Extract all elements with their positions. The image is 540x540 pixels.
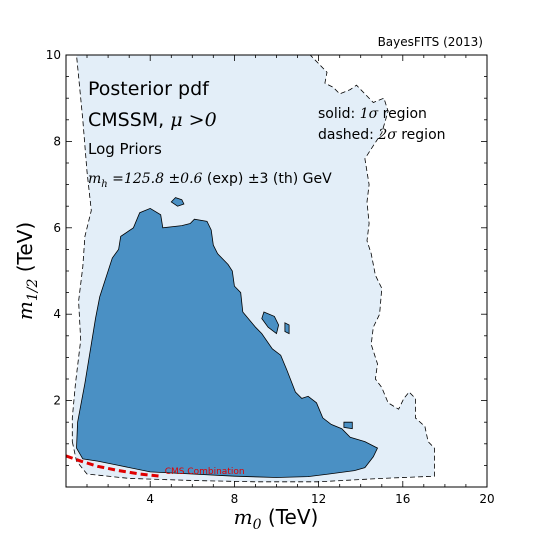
cms-combination-line [66, 454, 161, 478]
legend-solid: solid: 1σ region [318, 106, 427, 122]
cms-combination-label: CMS Combination [165, 467, 245, 477]
title-annotation: Posterior pdf [88, 78, 210, 100]
legend-dashed-prefix: dashed: [318, 127, 378, 143]
higgs-mass-annotation: mh =125.8 ±0.6 (exp) ±3 (th) GeV [88, 171, 332, 190]
legend-solid-suffix: region [378, 106, 427, 122]
x-tick-label: 16 [395, 492, 410, 506]
probability-regions: CMS Combination [66, 55, 435, 483]
region-1sigma-island [261, 311, 280, 335]
credit-label: BayesFITS (2013) [378, 35, 483, 49]
x-axis-label: m0 (TeV) [234, 505, 319, 533]
y-tick-label: 6 [53, 221, 61, 235]
region-1sigma-island [284, 322, 290, 335]
higgs-value: =125.8 ±0.6 [108, 171, 203, 187]
y-tick-label: 10 [46, 48, 61, 62]
priors-annotation: Log Priors [88, 140, 162, 158]
region-1sigma [76, 207, 379, 478]
model-annotation: CMSSM, μ >0 [88, 109, 217, 131]
legend-dashed-suffix: region [397, 127, 446, 143]
x-tick-label: 20 [479, 492, 494, 506]
x-tick-label: 4 [146, 492, 154, 506]
legend-solid-prefix: solid: [318, 106, 360, 122]
y-tick-label: 2 [53, 394, 61, 408]
x-axis-subscript: 0 [253, 517, 262, 533]
higgs-uncertainty: (exp) ±3 (th) GeV [202, 171, 332, 187]
x-axis-unit: (TeV) [262, 505, 319, 529]
legend-solid-sigma: 1σ [360, 106, 379, 122]
x-tick-label: 8 [231, 492, 239, 506]
model-prefix: CMSSM, [88, 109, 170, 131]
model-condition: μ >0 [170, 109, 216, 131]
higgs-subscript: h [101, 179, 107, 190]
legend-dashed: dashed: 2σ region [318, 127, 446, 143]
y-axis-subscript: 1/2 [25, 279, 41, 302]
y-tick-label: 4 [53, 307, 61, 321]
y-axis-symbol: m [13, 301, 37, 320]
region-1sigma-island [343, 421, 353, 430]
x-axis-symbol: m [234, 505, 253, 529]
legend-dashed-sigma: 2σ [377, 127, 397, 143]
region-1sigma-island [170, 197, 185, 207]
higgs-symbol: m [88, 171, 101, 187]
x-tick-label: 12 [311, 492, 326, 506]
y-axis-label: m1/2 (TeV) [13, 222, 41, 320]
y-axis-unit: (TeV) [13, 222, 37, 279]
y-tick-label: 8 [53, 134, 61, 148]
